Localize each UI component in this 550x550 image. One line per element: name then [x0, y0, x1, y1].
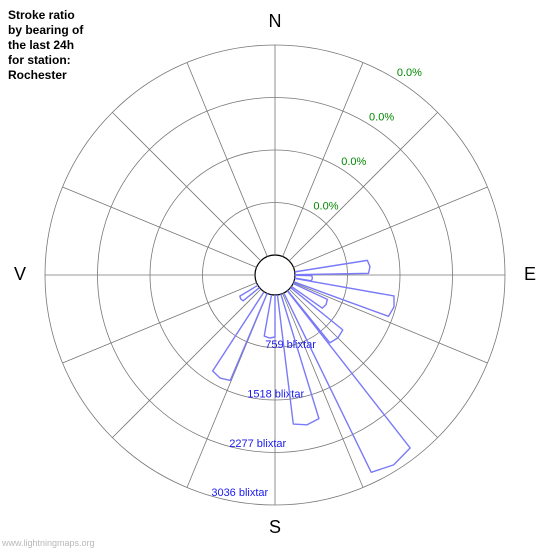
ratio-label: 0.0%: [341, 156, 366, 168]
credit-text: www.lightningmaps.org: [2, 538, 95, 548]
cardinal-V: V: [14, 264, 26, 284]
cardinal-N: N: [269, 11, 282, 31]
count-label: 1518 blixtar: [247, 388, 304, 400]
ratio-label: 0.0%: [369, 111, 394, 123]
count-label: 3036 blixtar: [211, 487, 268, 499]
ratio-label: 0.0%: [397, 67, 422, 79]
ratio-label: 0.0%: [313, 201, 338, 213]
count-label: 2277 blixtar: [229, 438, 286, 450]
cardinal-E: E: [524, 264, 536, 284]
stroke-petal: [264, 295, 275, 338]
chart-title: Stroke ratio by bearing of the last 24h …: [8, 8, 83, 83]
hub-circle: [255, 255, 295, 295]
cardinal-S: S: [269, 517, 281, 537]
stroke-petal: [277, 294, 318, 425]
stroke-petal: [213, 292, 268, 381]
stroke-petal: [284, 291, 410, 473]
